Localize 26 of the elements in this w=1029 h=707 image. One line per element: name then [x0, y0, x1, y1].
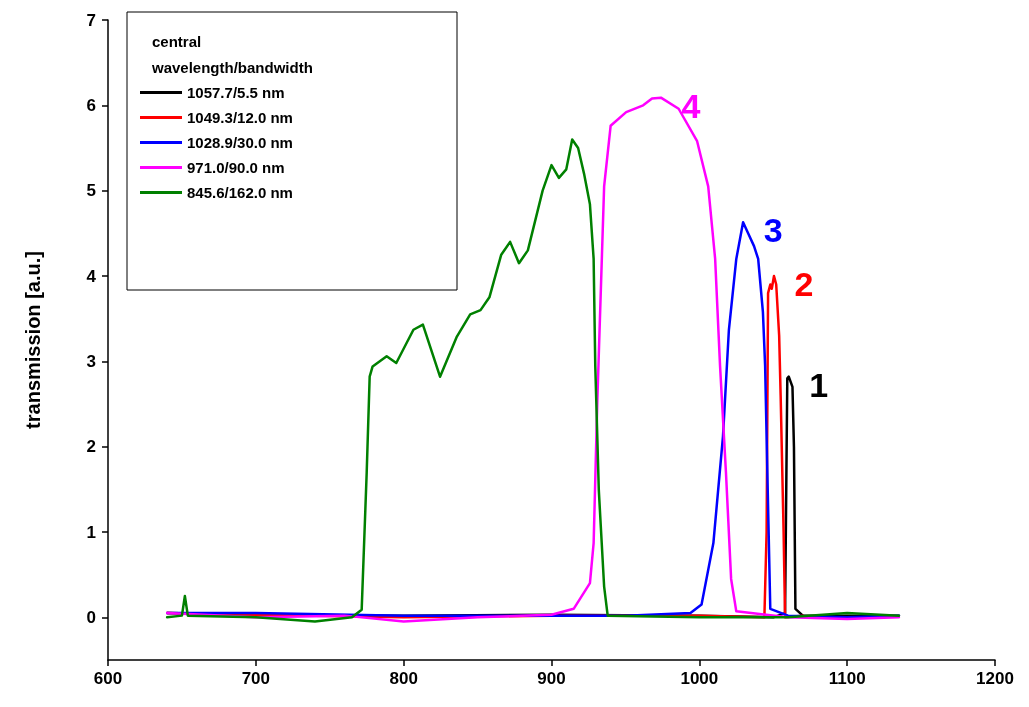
y-tick-label: 5	[86, 181, 96, 201]
y-axis-title: transmission [a.u.]	[22, 251, 44, 429]
y-tick-label: 0	[86, 607, 96, 627]
legend-title: central wavelength/bandwidth	[151, 32, 313, 76]
legend-label: 1057.7/5.5 nm	[187, 84, 285, 101]
x-tick-label: 600	[93, 669, 123, 688]
x-tick-label: 700	[241, 669, 271, 688]
annotation: 3	[763, 211, 783, 250]
x-tick-label: 1000	[680, 669, 719, 688]
y-tick-label: 4	[86, 266, 97, 286]
annotation: 4	[681, 86, 701, 125]
legend-label: 1049.3/12.0 nm	[187, 109, 293, 126]
annotation: 2	[794, 265, 814, 303]
x-tick-label: 1200	[976, 669, 1014, 688]
x-tick-label: 800	[389, 669, 418, 688]
legend-label: 1028.9/30.0 nm	[187, 134, 293, 151]
y-tick-label: 7	[86, 10, 96, 30]
y-tick-label: 6	[86, 95, 96, 115]
x-tick-label: 1100	[828, 669, 866, 688]
legend-label: 971.0/90.0 nm	[187, 159, 285, 176]
y-tick-label: 1	[86, 522, 96, 542]
x-tick-label: 900	[537, 669, 566, 688]
y-tick-label: 3	[86, 351, 96, 371]
legend-label: 845.6/162.0 nm	[187, 184, 293, 201]
y-tick-label: 2	[86, 437, 96, 457]
annotation: 1	[809, 365, 829, 404]
